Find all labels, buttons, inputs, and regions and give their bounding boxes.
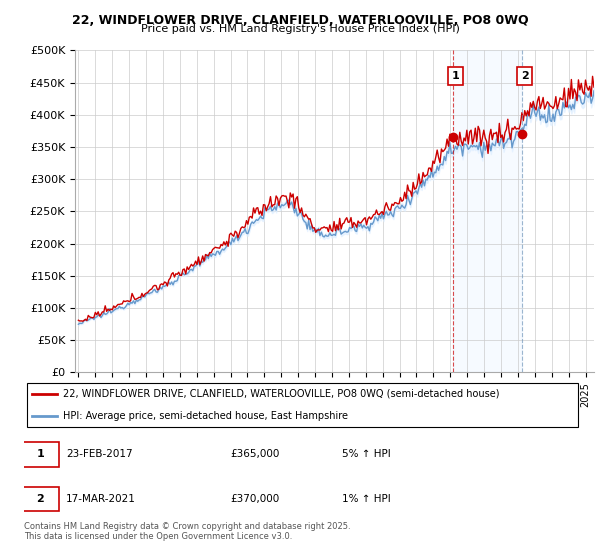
Text: Contains HM Land Registry data © Crown copyright and database right 2025.
This d: Contains HM Land Registry data © Crown c… — [24, 522, 350, 542]
Text: £365,000: £365,000 — [230, 449, 280, 459]
FancyBboxPatch shape — [27, 382, 578, 427]
Text: 2: 2 — [521, 71, 529, 81]
Text: 5% ↑ HPI: 5% ↑ HPI — [342, 449, 391, 459]
FancyBboxPatch shape — [21, 442, 59, 466]
Text: HPI: Average price, semi-detached house, East Hampshire: HPI: Average price, semi-detached house,… — [63, 411, 348, 421]
Text: £370,000: £370,000 — [230, 494, 280, 504]
Text: 23-FEB-2017: 23-FEB-2017 — [66, 449, 133, 459]
Text: 22, WINDFLOWER DRIVE, CLANFIELD, WATERLOOVILLE, PO8 0WQ: 22, WINDFLOWER DRIVE, CLANFIELD, WATERLO… — [71, 14, 529, 27]
Text: 1: 1 — [451, 71, 459, 81]
Text: 1% ↑ HPI: 1% ↑ HPI — [342, 494, 391, 504]
Text: 22, WINDFLOWER DRIVE, CLANFIELD, WATERLOOVILLE, PO8 0WQ (semi-detached house): 22, WINDFLOWER DRIVE, CLANFIELD, WATERLO… — [63, 389, 500, 399]
Text: Price paid vs. HM Land Registry's House Price Index (HPI): Price paid vs. HM Land Registry's House … — [140, 24, 460, 34]
Bar — [453, 50, 522, 372]
Text: 1: 1 — [37, 449, 44, 459]
Text: 2: 2 — [37, 494, 44, 504]
Text: 17-MAR-2021: 17-MAR-2021 — [66, 494, 136, 504]
FancyBboxPatch shape — [21, 487, 59, 511]
